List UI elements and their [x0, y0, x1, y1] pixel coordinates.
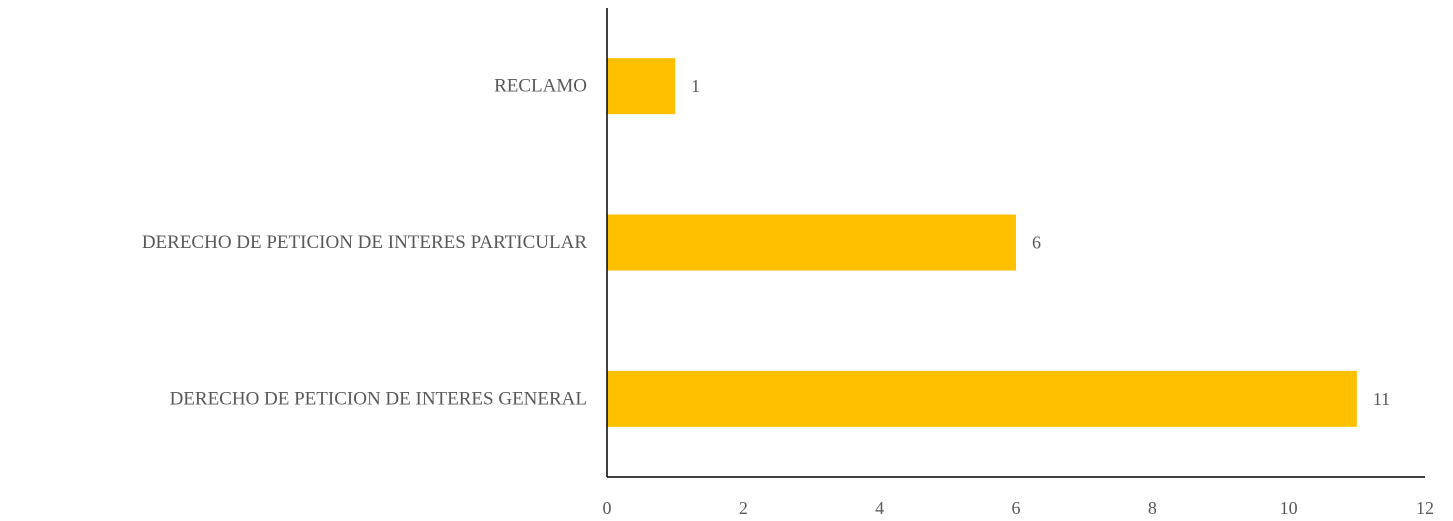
category-labels-group: RECLAMO DERECHO DE PETICION DE INTERES PA…	[142, 76, 588, 410]
x-tick-label-10: 10	[1280, 498, 1298, 518]
x-tick-label-2: 2	[739, 498, 748, 518]
bar-3	[607, 370, 1357, 427]
x-tick-label-6: 6	[1012, 498, 1021, 518]
bar-1	[607, 58, 676, 115]
x-tick-label-4: 4	[875, 498, 884, 518]
value-label-3: 11	[1373, 389, 1390, 409]
category-label-3: DERECHO DE PETICION DE INTERES GENERAL	[170, 388, 587, 409]
tick-labels-group: 0 2 4 6 8 10 12	[603, 498, 1435, 518]
category-label-2: DERECHO DE PETICION DE INTERES PARTICULA…	[142, 232, 588, 253]
value-label-1: 1	[691, 76, 700, 96]
value-label-2: 6	[1032, 233, 1041, 253]
bar-2	[607, 214, 1016, 271]
x-tick-label-0: 0	[603, 498, 612, 518]
bars-group	[607, 58, 1357, 427]
x-tick-label-8: 8	[1148, 498, 1157, 518]
category-label-1: RECLAMO	[494, 76, 587, 97]
x-tick-label-12: 12	[1416, 498, 1434, 518]
axes-group	[606, 8, 1425, 478]
